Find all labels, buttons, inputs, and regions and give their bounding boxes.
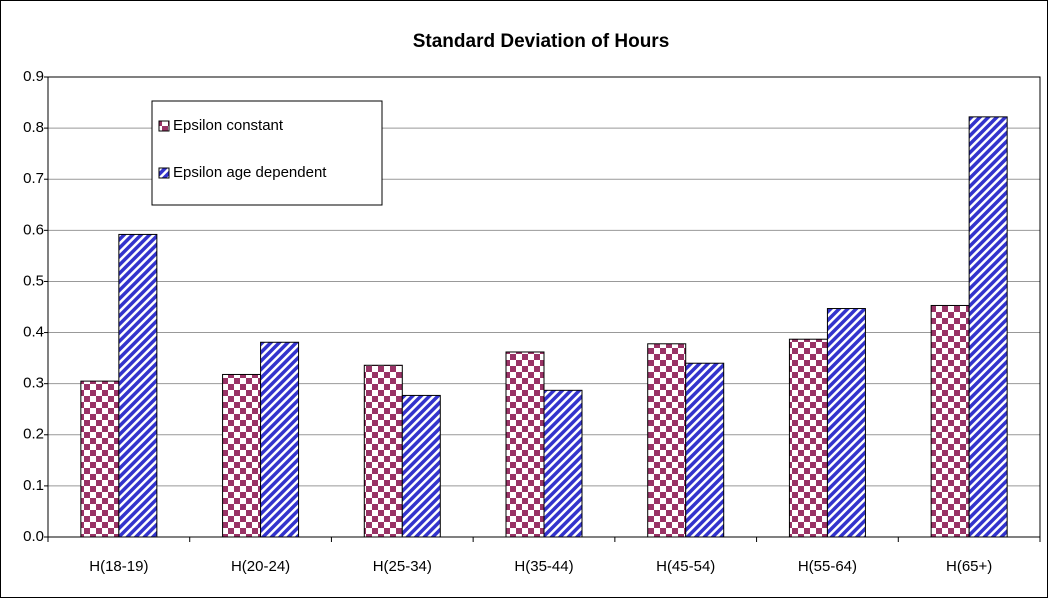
bar xyxy=(260,341,300,538)
y-tick-label: 0.6 xyxy=(23,221,44,238)
legend-swatch xyxy=(158,167,170,179)
y-tick-label: 0.0 xyxy=(23,528,44,545)
x-tick-label: H(65+) xyxy=(946,558,992,575)
bar xyxy=(826,308,866,538)
bar xyxy=(80,380,120,538)
x-tick-label: H(25-34) xyxy=(373,558,432,575)
bar xyxy=(685,362,725,538)
y-tick-label: 0.7 xyxy=(23,170,44,187)
bar xyxy=(543,389,583,538)
x-tick-label: H(20-24) xyxy=(231,558,290,575)
legend: Epsilon constant Epsilon age dependent xyxy=(151,100,383,206)
bar xyxy=(222,373,262,538)
legend-swatch xyxy=(158,120,170,132)
bar xyxy=(968,116,1008,538)
bar xyxy=(788,338,828,538)
legend-box xyxy=(151,100,383,206)
y-tick-label: 0.5 xyxy=(23,272,44,289)
chart-title: Standard Deviation of Hours xyxy=(413,31,670,52)
x-tick-label: H(45-54) xyxy=(656,558,715,575)
x-tick-label: H(55-64) xyxy=(798,558,857,575)
y-tick-label: 0.9 xyxy=(23,68,44,85)
legend-label: Epsilon constant xyxy=(173,117,284,134)
bar xyxy=(505,351,545,538)
bar xyxy=(118,233,158,538)
y-tick-label: 0.4 xyxy=(23,324,44,341)
y-tick-label: 0.1 xyxy=(23,477,44,494)
bar xyxy=(401,394,441,538)
bar xyxy=(363,364,403,538)
bar xyxy=(647,343,687,538)
legend-label: Epsilon age dependent xyxy=(173,164,327,181)
x-tick-label: H(35-44) xyxy=(514,558,573,575)
bar xyxy=(930,304,970,538)
y-tick-label: 0.8 xyxy=(23,119,44,136)
y-tick-label: 0.3 xyxy=(23,375,44,392)
y-tick-label: 0.2 xyxy=(23,426,44,443)
x-tick-label: H(18-19) xyxy=(89,558,148,575)
